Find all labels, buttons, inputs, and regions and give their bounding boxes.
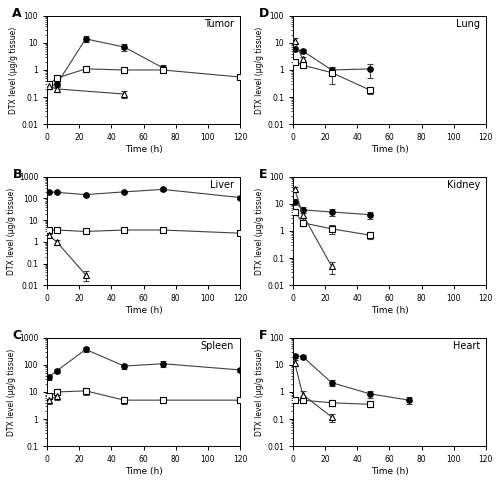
- Text: B: B: [12, 168, 22, 181]
- Text: Liver: Liver: [210, 180, 234, 190]
- X-axis label: Time (h): Time (h): [370, 306, 408, 315]
- X-axis label: Time (h): Time (h): [370, 467, 408, 476]
- X-axis label: Time (h): Time (h): [124, 306, 162, 315]
- Text: E: E: [258, 168, 267, 181]
- Text: Kidney: Kidney: [447, 180, 480, 190]
- Y-axis label: DTX level (μg/g tissue): DTX level (μg/g tissue): [256, 348, 264, 436]
- Text: Heart: Heart: [453, 341, 480, 351]
- Y-axis label: DTX level (μg/g tissue): DTX level (μg/g tissue): [7, 348, 16, 436]
- Y-axis label: DTX level (μg/g tissue): DTX level (μg/g tissue): [10, 27, 18, 114]
- X-axis label: Time (h): Time (h): [124, 145, 162, 154]
- Text: Lung: Lung: [456, 19, 480, 29]
- Text: D: D: [258, 7, 268, 20]
- Y-axis label: DTX level (μg/g tissue): DTX level (μg/g tissue): [256, 187, 264, 275]
- Y-axis label: DTX level (μg/g tissue): DTX level (μg/g tissue): [256, 27, 264, 114]
- X-axis label: Time (h): Time (h): [124, 467, 162, 476]
- Text: Spleen: Spleen: [200, 341, 234, 351]
- Text: F: F: [258, 329, 267, 342]
- Y-axis label: DTX level (μg/g tissue): DTX level (μg/g tissue): [7, 187, 16, 275]
- Text: C: C: [12, 329, 22, 342]
- X-axis label: Time (h): Time (h): [370, 145, 408, 154]
- Text: Tumor: Tumor: [204, 19, 234, 29]
- Text: A: A: [12, 7, 22, 20]
